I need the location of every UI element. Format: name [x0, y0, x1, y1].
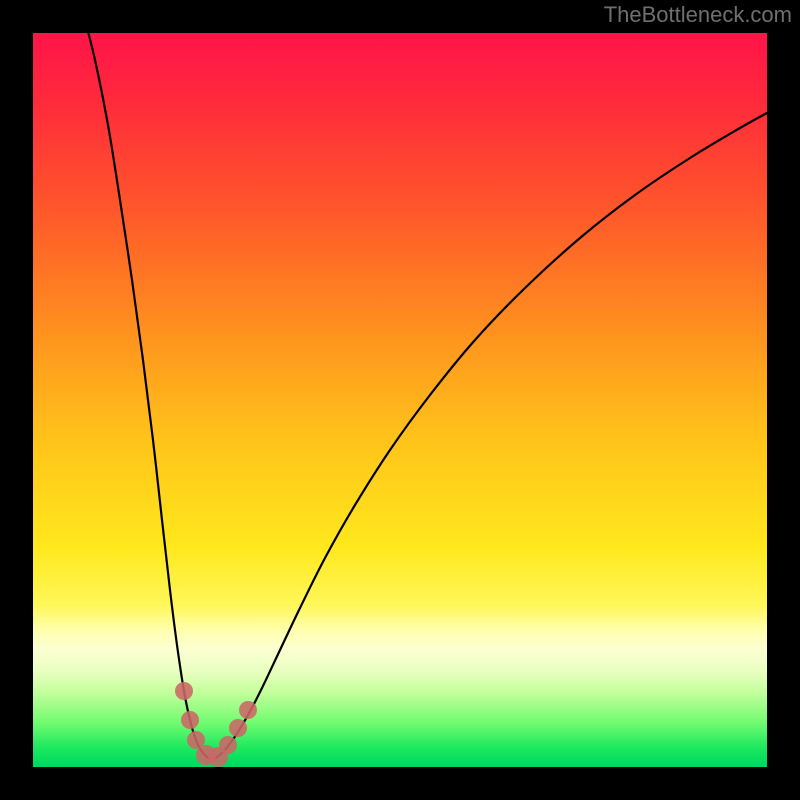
curve-svg	[0, 0, 800, 800]
bottleneck-curve	[85, 20, 767, 759]
curve-marker	[229, 719, 247, 737]
curve-marker	[175, 682, 193, 700]
curve-marker	[239, 701, 257, 719]
chart-container: TheBottleneck.com	[0, 0, 800, 800]
curve-marker	[219, 736, 237, 754]
curve-marker	[181, 711, 199, 729]
